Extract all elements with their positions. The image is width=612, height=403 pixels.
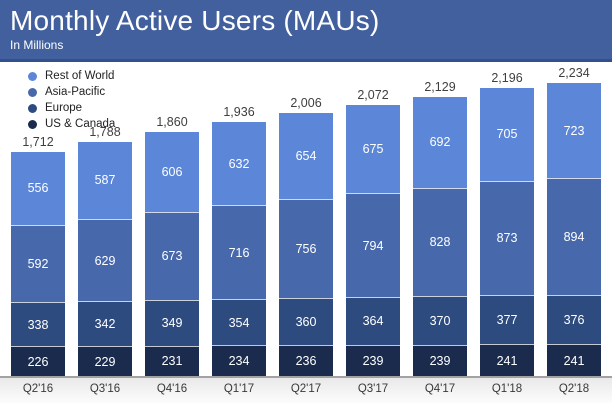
legend-label: Europe [45, 102, 83, 114]
x-axis-label-q1-17: Q1'17 [223, 383, 255, 395]
bar-q1-17: 1,936 632 716 354 234 [212, 105, 266, 376]
segment-europe: 364 [346, 297, 400, 345]
segment-rest-of-world: 632 [212, 122, 266, 206]
segment-europe: 338 [11, 302, 65, 347]
segment-asia-pacific: 756 [279, 198, 333, 298]
segment-rest-of-world: 692 [413, 97, 467, 188]
segment-us-canada: 239 [413, 344, 467, 376]
page-subtitle: In Millions [10, 38, 64, 53]
legend-dot-icon [28, 87, 37, 97]
segment-asia-pacific: 716 [212, 205, 266, 299]
segment-us-canada: 239 [346, 344, 400, 376]
legend-dot-icon [28, 71, 37, 81]
bar-total-label: 2,006 [290, 96, 322, 111]
segment-us-canada: 236 [279, 345, 333, 376]
legend-dot-icon [28, 103, 37, 113]
bar-total-label: 2,072 [357, 87, 389, 102]
segment-asia-pacific: 894 [547, 178, 601, 296]
bar-q2-17: 2,006 654 756 360 236 [279, 96, 333, 376]
legend-item-us-canada: US & Canada [28, 118, 115, 130]
segment-europe: 354 [212, 298, 266, 346]
bar-total-label: 1,712 [22, 134, 54, 149]
segment-us-canada: 229 [78, 346, 132, 376]
segment-rest-of-world: 675 [346, 104, 400, 194]
segment-rest-of-world: 556 [11, 151, 65, 225]
segment-rest-of-world: 705 [480, 88, 534, 181]
segment-us-canada: 241 [547, 344, 601, 376]
legend-item-asia-pacific: Asia-Pacific [28, 86, 115, 98]
bar-q1-18: 2,196 705 873 377 241 [480, 71, 534, 376]
page-title: Monthly Active Users (MAUs) [10, 5, 380, 36]
segment-europe: 349 [145, 300, 199, 346]
segment-europe: 342 [78, 301, 132, 346]
bar-total-label: 1,788 [89, 124, 121, 139]
x-axis-label-q3-16: Q3'16 [89, 383, 121, 395]
x-axis-label-q4-17: Q4'17 [424, 383, 456, 395]
segment-us-canada: 231 [145, 345, 199, 376]
bar-q2-18: 2,234 723 894 376 241 [547, 66, 601, 376]
bar-total-label: 2,129 [424, 80, 456, 95]
bar-total-label: 2,196 [491, 71, 523, 86]
bar-q2-16: 1,712 556 592 338 226 [11, 135, 65, 376]
x-axis-label-q2-18: Q2'18 [558, 383, 590, 395]
x-axis: Q2'16 Q3'16 Q4'16 Q1'17 Q2'17 Q3'17 Q4'17 Q1'18… [0, 376, 612, 403]
legend-label: Asia-Pacific [45, 86, 106, 98]
bars-container: 1,712 556 592 338 226 1,788 587 629 342 229 1,860 6… [0, 62, 612, 376]
legend-dot-icon [28, 119, 37, 129]
segment-asia-pacific: 592 [11, 224, 65, 303]
bar-q4-16: 1,860 606 673 349 231 [145, 115, 199, 376]
segment-rest-of-world: 606 [145, 132, 199, 212]
segment-rest-of-world: 723 [547, 83, 601, 179]
chart-area: Rest of World Asia-Pacific Europe US & Cana… [0, 62, 612, 376]
legend-item-rest-of-world: Rest of World [28, 70, 115, 82]
segment-europe: 376 [547, 295, 601, 345]
segment-rest-of-world: 654 [279, 113, 333, 199]
segment-us-canada: 234 [212, 345, 266, 376]
segment-europe: 370 [413, 296, 467, 345]
segment-asia-pacific: 873 [480, 180, 534, 296]
segment-asia-pacific: 629 [78, 218, 132, 302]
legend-label: Rest of World [45, 70, 115, 82]
x-axis-label-q3-17: Q3'17 [357, 383, 389, 395]
legend-item-europe: Europe [28, 102, 115, 114]
x-axis-label-q1-18: Q1'18 [491, 383, 523, 395]
segment-us-canada: 226 [11, 346, 65, 376]
x-axis-label-q2-16: Q2'16 [22, 383, 54, 395]
legend-label: US & Canada [45, 118, 116, 130]
segment-asia-pacific: 828 [413, 187, 467, 297]
segment-asia-pacific: 794 [346, 193, 400, 298]
bar-total-label: 2,234 [558, 66, 590, 81]
bar-q3-17: 2,072 675 794 364 239 [346, 88, 400, 376]
header-banner: Monthly Active Users (MAUs) In Millions [0, 0, 612, 62]
segment-europe: 360 [279, 297, 333, 346]
bar-total-label: 1,936 [223, 105, 255, 120]
bar-q4-17: 2,129 692 828 370 239 [413, 80, 467, 376]
segment-us-canada: 241 [480, 344, 534, 376]
bar-q3-16: 1,788 587 629 342 229 [78, 125, 132, 376]
x-axis-label-q2-17: Q2'17 [290, 383, 322, 395]
segment-europe: 377 [480, 295, 534, 345]
segment-asia-pacific: 673 [145, 211, 199, 301]
bar-total-label: 1,860 [156, 115, 188, 130]
chart-legend: Rest of World Asia-Pacific Europe US & Cana… [28, 70, 115, 134]
x-axis-label-q4-16: Q4'16 [156, 383, 188, 395]
segment-rest-of-world: 587 [78, 141, 132, 219]
